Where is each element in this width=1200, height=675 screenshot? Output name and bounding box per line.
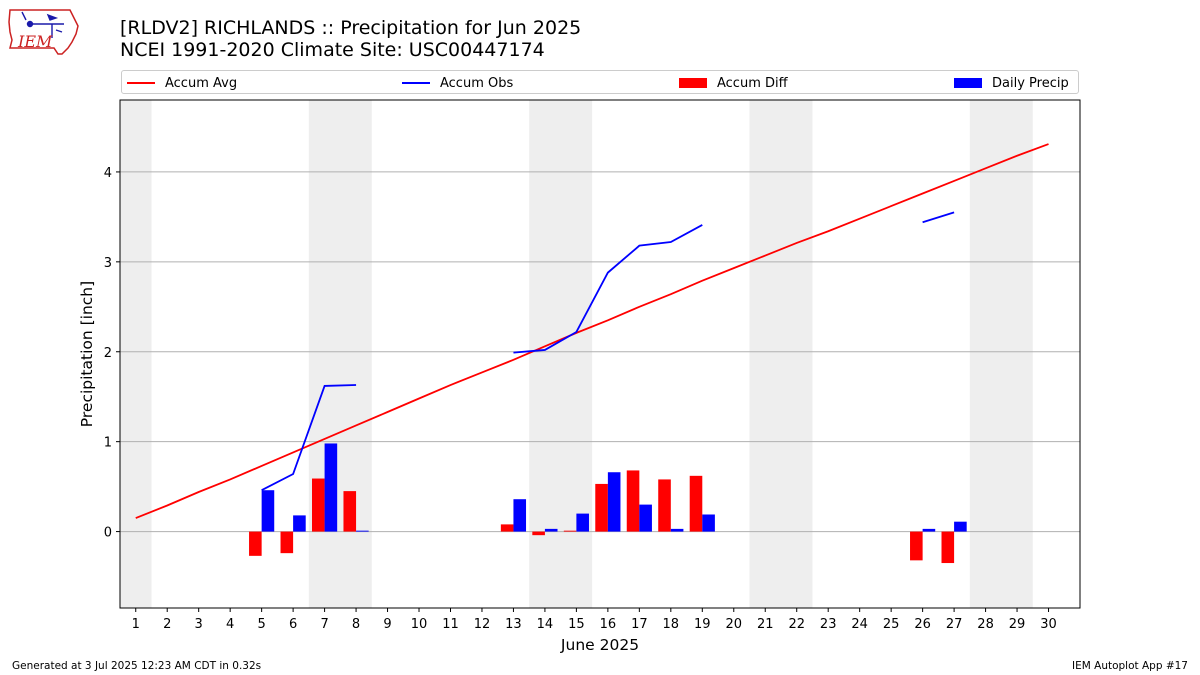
weekend-band: [120, 100, 152, 608]
legend-label: Accum Avg: [165, 75, 238, 91]
daily-precip-bar: [954, 521, 967, 532]
legend-label: Accum Obs: [440, 75, 514, 91]
x-tick-label: 17: [631, 617, 648, 632]
accum-diff-bar: [532, 531, 545, 536]
y-tick-label: 0: [104, 526, 112, 541]
accum-diff-bar: [249, 531, 262, 556]
accum-diff-bar: [500, 524, 514, 532]
x-tick-label: 12: [474, 617, 491, 632]
legend-label: Daily Precip: [992, 75, 1069, 91]
x-tick-label: 28: [977, 617, 994, 632]
daily-precip-bar: [356, 530, 369, 532]
x-tick-label: 9: [383, 617, 391, 632]
x-tick-label: 21: [757, 617, 774, 632]
x-tick-label: 1: [132, 617, 140, 632]
x-tick-label: 16: [600, 617, 617, 632]
accum-diff-bar: [910, 531, 923, 561]
x-tick-label: 22: [788, 617, 805, 632]
x-tick-label: 11: [442, 617, 459, 632]
legend-item-accum-diff: Accum Diff: [679, 74, 788, 92]
accum-diff-bar: [312, 478, 325, 532]
accum-obs-line: [513, 224, 703, 354]
daily-precip-bar: [922, 528, 936, 532]
legend-swatch: [954, 78, 982, 88]
x-tick-label: 8: [352, 617, 360, 632]
logo-text: IEM: [17, 32, 53, 51]
accum-diff-bar: [941, 531, 955, 564]
x-tick-label: 23: [820, 617, 837, 632]
x-tick-label: 10: [411, 617, 428, 632]
accum-avg-line: [135, 143, 1049, 519]
legend-swatch: [127, 82, 155, 84]
x-tick-label: 25: [883, 617, 900, 632]
accum-obs-line: [922, 211, 955, 224]
daily-precip-bar: [324, 443, 338, 532]
app-credit: IEM Autoplot App #17: [1072, 660, 1188, 672]
x-tick-label: 20: [725, 617, 742, 632]
legend-item-accum-obs: Accum Obs: [402, 74, 513, 92]
daily-precip-bar: [576, 513, 589, 532]
x-tick-label: 14: [537, 617, 554, 632]
daily-precip-bar: [639, 504, 652, 532]
x-tick-label: 4: [226, 617, 234, 632]
iowa-outline-icon: [8, 9, 79, 55]
daily-precip-bar: [293, 515, 306, 532]
plot-frame: [119, 99, 1081, 609]
x-tick-label: 19: [694, 617, 711, 632]
x-tick-label: 27: [946, 617, 963, 632]
daily-precip-bar: [607, 472, 621, 532]
chart-title: [RLDV2] RICHLANDS :: Precipitation for J…: [120, 17, 582, 39]
daily-precip-bar: [670, 528, 684, 532]
x-tick-label: 24: [851, 617, 868, 632]
x-tick-label: 26: [914, 617, 931, 632]
accum-obs-line: [261, 384, 357, 492]
accum-diff-bar: [689, 475, 703, 532]
x-tick-label: 2: [163, 617, 171, 632]
legend-item-daily-precip: Daily Precip: [954, 74, 1069, 92]
weather-station-icon: [21, 11, 64, 38]
weekend-band: [969, 100, 1033, 608]
y-tick-label: 3: [104, 256, 112, 271]
x-tick-label: 15: [568, 617, 585, 632]
legend-label: Accum Diff: [717, 75, 788, 91]
x-tick-label: 6: [289, 617, 297, 632]
x-tick-label: 3: [195, 617, 203, 632]
accum-diff-bar: [626, 470, 640, 532]
chart-subtitle: NCEI 1991-2020 Climate Site: USC00447174: [120, 39, 545, 61]
x-tick-label: 13: [505, 617, 522, 632]
y-tick-label: 4: [104, 166, 112, 181]
y-tick-label: 2: [104, 346, 112, 361]
accum-diff-bar: [658, 479, 671, 532]
chart-legend: Accum Avg Accum Obs Accum Diff Daily Pre…: [121, 70, 1079, 94]
daily-precip-bar: [702, 514, 715, 532]
generated-timestamp: Generated at 3 Jul 2025 12:23 AM CDT in …: [12, 660, 262, 672]
x-tick-label: 5: [257, 617, 265, 632]
x-tick-label: 29: [1009, 617, 1026, 632]
daily-precip-bar: [261, 490, 275, 532]
accum-diff-bar: [563, 530, 577, 532]
x-axis-label: June 2025: [560, 636, 639, 654]
daily-precip-bar: [544, 528, 558, 532]
y-tick-label: 1: [104, 436, 112, 451]
legend-item-accum-avg: Accum Avg: [127, 74, 237, 92]
x-tick-label: 18: [663, 617, 680, 632]
legend-swatch: [402, 82, 430, 84]
accum-diff-bar: [343, 491, 357, 532]
accum-diff-bar: [595, 483, 608, 532]
weekend-band: [749, 100, 813, 608]
y-axis-label: Precipitation [inch]: [78, 281, 96, 427]
iem-logo: IEM: [8, 9, 79, 55]
x-tick-label: 7: [320, 617, 328, 632]
accum-diff-bar: [280, 531, 294, 554]
daily-precip-bar: [513, 499, 527, 532]
legend-swatch: [679, 78, 707, 88]
x-tick-label: 30: [1040, 617, 1057, 632]
